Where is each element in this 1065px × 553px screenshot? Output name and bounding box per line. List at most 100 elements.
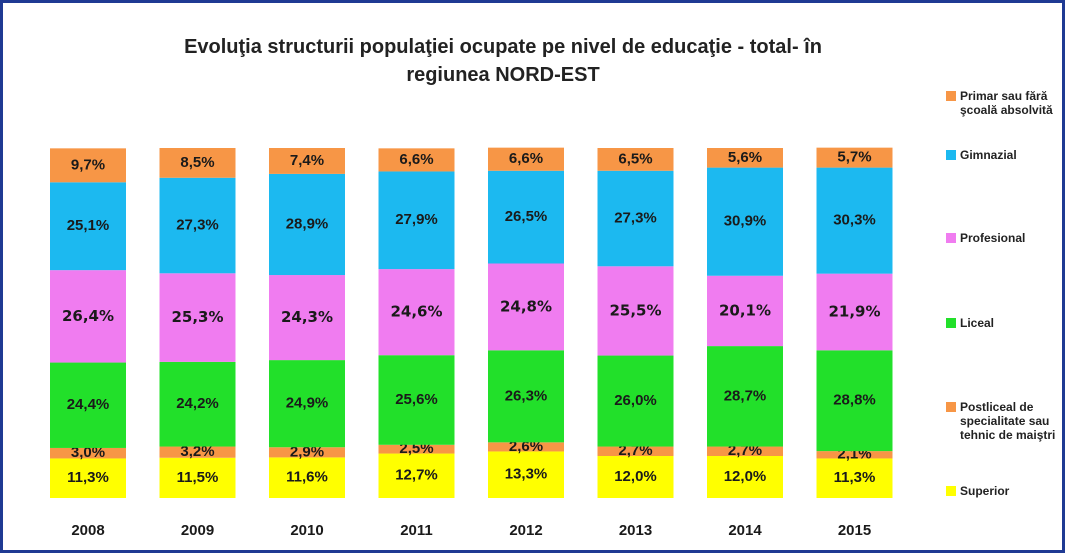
bar-segment	[488, 442, 564, 452]
bar-segment	[269, 360, 345, 448]
bar-segment	[269, 148, 345, 174]
value-label: 24,6%	[390, 303, 442, 321]
bar-segment	[707, 167, 783, 276]
bar-segment	[597, 148, 674, 171]
value-label: 26,3%	[505, 387, 548, 404]
bar-segment	[707, 346, 783, 447]
bar-segment	[597, 446, 674, 456]
value-label: 26,4%	[62, 307, 114, 325]
bar-segment	[816, 167, 893, 274]
value-label: 25,3%	[171, 308, 223, 326]
value-label: 8,5%	[180, 154, 214, 171]
bar-segment	[159, 457, 236, 498]
value-label: 25,5%	[609, 301, 661, 319]
value-label: 25,6%	[395, 391, 438, 408]
bar-segment	[50, 458, 126, 498]
bar-segment	[269, 457, 345, 498]
bar-segment	[816, 458, 893, 498]
value-label: 24,9%	[286, 395, 329, 412]
value-label: 7,4%	[290, 152, 324, 169]
x-tick-label: 2008	[71, 522, 104, 539]
value-label: 27,3%	[614, 209, 657, 226]
plot: 11,3% 3,0% 24,4% 26,4% 25,1% 9,7% 2008 11,5% 3,2…	[50, 147, 893, 539]
value-label: 11,5%	[177, 469, 219, 486]
x-tick-label: 2010	[290, 522, 323, 539]
value-label: 20,1%	[719, 301, 771, 319]
value-label: 28,7%	[724, 387, 767, 404]
value-label: 2,9%	[290, 443, 324, 460]
value-label: 25,1%	[67, 217, 110, 234]
value-label: 9,7%	[71, 156, 105, 173]
bar-segment	[50, 270, 126, 363]
x-tick-label: 2013	[619, 522, 652, 539]
value-label: 27,3%	[176, 216, 219, 233]
bar-segment	[816, 273, 893, 351]
bar-segment	[488, 451, 564, 498]
bar-segment	[159, 148, 236, 178]
legend-item: Profesional	[946, 231, 1062, 245]
bar-segment	[707, 148, 783, 168]
bar-segment	[378, 444, 455, 454]
legend-swatch	[946, 91, 956, 101]
chart-title: Evoluţia structurii populaţiei ocupate p…	[184, 36, 822, 86]
bar-segment	[597, 170, 674, 267]
bar-segment	[488, 147, 564, 171]
value-label: 5,6%	[728, 149, 762, 166]
value-label: 26,5%	[505, 208, 548, 225]
bar-segment	[816, 147, 893, 168]
legend-label: Primar sau fără şcoală absolvită	[960, 89, 1053, 117]
legend-swatch	[946, 233, 956, 243]
value-label: 13,3%	[505, 466, 548, 483]
bar-segment	[707, 446, 783, 456]
value-label: 12,0%	[614, 468, 657, 485]
bar-segment	[488, 350, 564, 443]
bar-segment	[159, 273, 236, 362]
bar-segment	[50, 182, 126, 271]
value-label: 26,0%	[614, 392, 657, 409]
legend-item: Primar sau fără şcoală absolvită	[946, 89, 1062, 117]
value-label: 24,3%	[281, 308, 333, 326]
value-label: 30,3%	[833, 212, 876, 229]
bar-segment	[50, 447, 126, 459]
legend-swatch	[946, 486, 956, 496]
bar-segment	[50, 148, 126, 183]
bar-segment	[269, 447, 345, 458]
bar-segment	[378, 453, 455, 498]
value-label: 12,0%	[724, 468, 767, 485]
value-label: 3,2%	[180, 443, 214, 460]
bar-segment	[816, 451, 893, 459]
x-tick-label: 2012	[509, 522, 542, 539]
x-tick-label: 2011	[400, 522, 433, 539]
legend-label: Profesional	[960, 231, 1026, 245]
value-label: 6,5%	[618, 150, 652, 167]
value-label: 6,6%	[399, 151, 433, 168]
legend-label: Superior	[960, 484, 1010, 498]
value-label: 24,4%	[67, 396, 110, 413]
bar-segment	[597, 456, 674, 498]
bar-segment	[50, 362, 126, 448]
value-label: 28,9%	[286, 215, 329, 232]
bar-segment	[816, 350, 893, 452]
legend-item: Liceal	[946, 316, 1062, 330]
legend-item: Postliceal de specialitate sau tehnic de…	[946, 400, 1062, 442]
bar-segment	[159, 446, 236, 458]
x-tick-label: 2015	[838, 522, 871, 539]
bar-segment	[707, 275, 783, 347]
bar-segment	[488, 170, 564, 264]
value-label: 5,7%	[837, 149, 871, 166]
bar-segment	[597, 266, 674, 356]
legend-label: Gimnazial	[960, 148, 1017, 162]
value-label: 27,9%	[395, 211, 438, 228]
bar-segment	[159, 177, 236, 274]
legend-swatch	[946, 150, 956, 160]
legend-label: Postliceal de specialitate sau tehnic de…	[960, 400, 1056, 442]
value-label: 21,9%	[828, 302, 880, 320]
legend-swatch	[946, 318, 956, 328]
bar-segment	[269, 275, 345, 361]
value-label: 11,3%	[67, 469, 109, 486]
bar-segment	[378, 269, 455, 356]
bar-segment	[378, 171, 455, 270]
value-label: 11,3%	[834, 469, 876, 486]
bar-segment	[378, 355, 455, 445]
